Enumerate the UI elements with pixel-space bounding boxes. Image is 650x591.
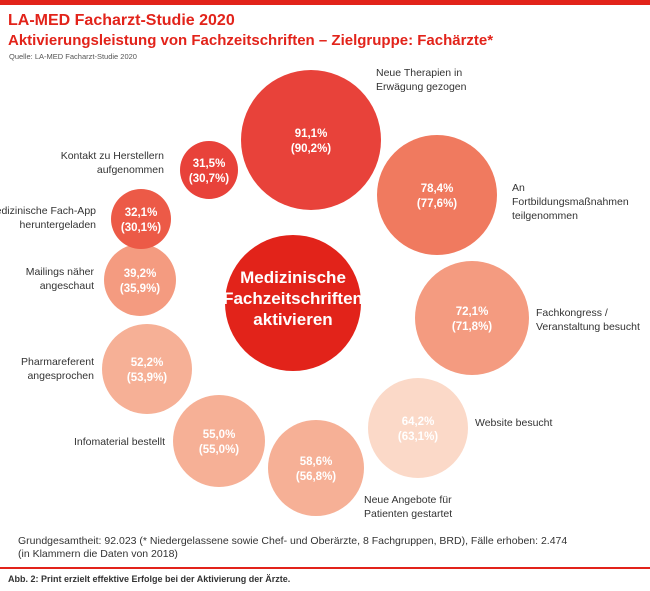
top-rule: [0, 0, 650, 5]
bubble-8: 39,2% (35,9%) Mailings näher angeschaut: [26, 244, 176, 316]
bubble-value-2020: 78,4%: [421, 183, 454, 195]
bubble-circle: [111, 189, 171, 249]
bubble-circle: [377, 135, 497, 255]
bubble-label: Infomaterial bestellt: [74, 436, 165, 448]
bubble-circle: [368, 378, 468, 478]
bubble-value-2020: 52,2%: [131, 357, 164, 369]
bubble-label: Neue Therapien in Erwägung gezogen: [376, 67, 467, 93]
bubble-label: Kontakt zu Herstellern aufgenommen: [61, 150, 164, 176]
bubble-label: An Fortbildungsmaßnahmen teilgenommen: [512, 182, 629, 222]
bottom-rule: [0, 567, 650, 569]
bubble-value-2018: (77,6%): [417, 198, 457, 210]
bubble-circle: [102, 324, 192, 414]
bubble-value-2020: 32,1%: [125, 207, 158, 219]
bubble-1: 91,1% (90,2%) Neue Therapien in Erwägung ge…: [241, 67, 467, 210]
bubble-9: 32,1% (30,1%) Medizinische Fach-Appherunte…: [0, 189, 171, 249]
source-note: Quelle: LA-MED Facharzt-Studie 2020: [9, 52, 137, 61]
chart-title: LA-MED Facharzt-Studie 2020: [8, 12, 235, 29]
bubble-label: Pharmareferent angesprochen: [21, 356, 94, 382]
bubble-value-2018: (90,2%): [291, 143, 331, 155]
bubble-value-2020: 91,1%: [295, 128, 328, 140]
bubble-label: Mailings näher angeschaut: [26, 266, 95, 292]
bubble-value-2020: 39,2%: [124, 268, 157, 280]
bubble-value-2020: 31,5%: [193, 158, 226, 170]
bubble-4: 64,2% (63,1%) Website besucht: [368, 378, 553, 478]
center-label: Medizinische Fachzeitschriften aktivieren: [223, 268, 363, 329]
footnote-line-1: Grundgesamtheit: 92.023 (* Niedergelasse…: [18, 535, 568, 547]
bubble-5: 58,6% (56,8%) Neue Angebote für Patienten g…: [268, 420, 452, 520]
bubble-value-2018: (30,1%): [121, 222, 161, 234]
footnote: Grundgesamtheit: 92.023 (* Niedergelasse…: [18, 535, 618, 561]
bubble-7: 52,2% (53,9%) Pharmareferent angesprochen: [21, 324, 192, 414]
footnote-line-2: (in Klammern die Daten von 2018): [18, 548, 178, 560]
bubble-label: Website besucht: [475, 417, 553, 429]
chart-subtitle: Aktivierungsleistung von Fachzeitschrift…: [8, 32, 494, 49]
bubble-circle: [268, 420, 364, 516]
bubble-value-2018: (71,8%): [452, 321, 492, 333]
bubble-value-2020: 64,2%: [402, 416, 435, 428]
bubble-6: 55,0% (55,0%) Infomaterial bestellt: [74, 395, 265, 487]
bubble-circle: [241, 70, 381, 210]
bubble-value-2018: (55,0%): [199, 444, 239, 456]
bubble-value-2018: (30,7%): [189, 173, 229, 185]
bubble-circle: [180, 141, 238, 199]
bubble-label: Fachkongress / Veranstaltung besucht: [536, 307, 640, 333]
bubble-circle: [173, 395, 265, 487]
bubble-value-2018: (56,8%): [296, 471, 336, 483]
bubble-value-2020: 55,0%: [203, 429, 236, 441]
center-circle: [225, 235, 361, 371]
bubble-circle: [415, 261, 529, 375]
bubble-value-2020: 58,6%: [300, 456, 333, 468]
bubble-circle: [104, 244, 176, 316]
bubble-10: 31,5% (30,7%) Kontakt zu Herstellern aufgen…: [61, 141, 238, 199]
bubble-label: Neue Angebote für Patienten gestartet: [364, 494, 452, 520]
bubble-2: 78,4% (77,6%) An Fortbildungsmaßnahmen teilg…: [377, 135, 629, 255]
figure-caption: Abb. 2: Print erzielt effektive Erfolge …: [8, 574, 291, 584]
bubble-value-2018: (63,1%): [398, 431, 438, 443]
bubble-value-2020: 72,1%: [456, 306, 489, 318]
bubble-value-2018: (35,9%): [120, 283, 160, 295]
bubble-3: 72,1% (71,8%) Fachkongress / Veranstaltung …: [415, 261, 640, 375]
bubble-chart: 91,1% (90,2%) Neue Therapien in Erwägung ge…: [0, 67, 640, 520]
bubble-value-2018: (53,9%): [127, 372, 167, 384]
center-bubble: Medizinische Fachzeitschriften aktivieren: [223, 235, 363, 371]
